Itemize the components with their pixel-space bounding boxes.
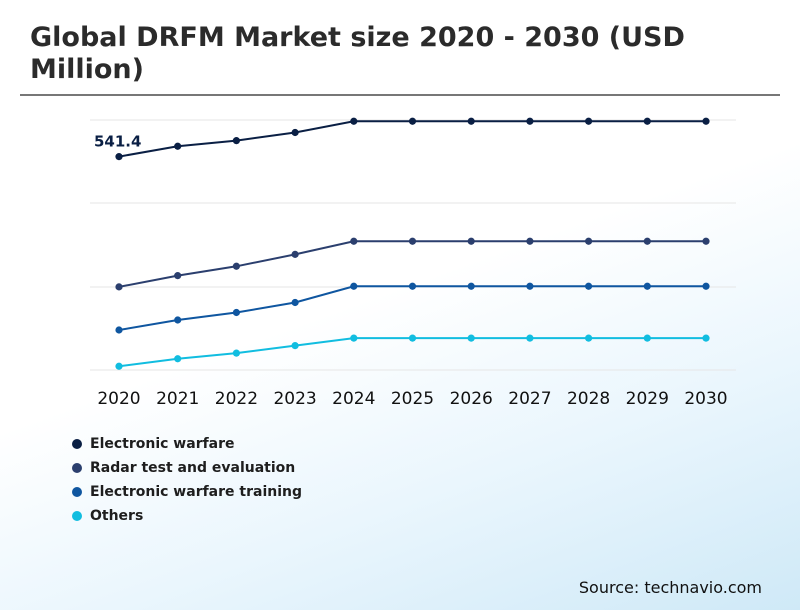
- data-point-3-1: [174, 355, 182, 363]
- x-tick-label-5: 2025: [391, 389, 434, 409]
- x-tick-label-9: 2029: [626, 389, 669, 409]
- legend: Electronic warfare Radar test and evaluat…: [72, 432, 302, 528]
- data-point-1-6: [467, 237, 475, 245]
- legend-item-3: Others: [72, 504, 302, 528]
- legend-item-1: Radar test and evaluation: [72, 456, 302, 480]
- data-point-2-2: [232, 308, 240, 317]
- data-point-1-1: [174, 272, 182, 280]
- x-axis-ticks: 2020 2021 2022 2023 2024 2025 2026 2027 2028 2029…: [97, 389, 727, 409]
- legend-item-0: Electronic warfare: [72, 432, 302, 456]
- data-point-1-0: [115, 283, 123, 291]
- data-point-2-1: [174, 316, 182, 324]
- series-line-3: [118, 337, 706, 368]
- data-point-2-0: [115, 326, 123, 334]
- x-tick-label-6: 2026: [450, 389, 493, 409]
- data-labels: 541.4: [94, 133, 141, 151]
- x-tick-label-0: 2020: [97, 389, 140, 409]
- data-point-3-2: [232, 349, 240, 357]
- legend-marker-2: [72, 487, 82, 497]
- data-point-1-7: [526, 237, 534, 245]
- data-point-1-5: [408, 237, 417, 245]
- data-point-2-5: [408, 282, 417, 290]
- data-point-0-5: [408, 117, 417, 125]
- title-divider: [20, 94, 780, 96]
- data-point-0-4: [350, 117, 358, 125]
- legend-marker-1: [72, 463, 82, 473]
- data-point-3-9: [643, 334, 651, 342]
- data-point-3-3: [291, 342, 299, 350]
- series-line-2: [118, 285, 706, 331]
- data-point-3-8: [585, 334, 593, 342]
- chart-title: Global DRFM Market size 2020 - 2030 (USD…: [30, 22, 685, 85]
- x-tick-label-3: 2023: [273, 389, 316, 409]
- data-point-3-6: [467, 334, 475, 342]
- series-points: [115, 117, 710, 370]
- x-tick-label-8: 2028: [567, 389, 610, 409]
- data-point-0-8: [585, 117, 593, 125]
- data-point-1-2: [232, 262, 240, 270]
- x-tick-label-4: 2024: [332, 389, 375, 409]
- data-point-0-6: [467, 117, 475, 125]
- data-point-0-2: [232, 137, 240, 145]
- data-point-0-10: [702, 117, 710, 125]
- legend-marker-3: [72, 511, 82, 521]
- data-point-2-7: [526, 282, 534, 290]
- data-point-3-10: [702, 334, 710, 342]
- x-tick-label-7: 2027: [508, 389, 551, 409]
- data-point-3-0: [115, 362, 123, 370]
- legend-label-0: Electronic warfare: [90, 436, 235, 452]
- data-point-1-3: [291, 250, 299, 258]
- data-point-2-4: [350, 282, 358, 290]
- legend-label-1: Radar test and evaluation: [90, 460, 296, 476]
- x-tick-label-1: 2021: [156, 389, 199, 409]
- series-line-0: [118, 120, 706, 158]
- x-tick-label-2: 2022: [215, 389, 258, 409]
- legend-marker-0: [72, 439, 82, 449]
- data-point-1-4: [350, 237, 358, 245]
- series-line-1: [118, 240, 706, 288]
- data-point-0-9: [643, 117, 651, 125]
- line-chart: 541.4 2020 2021 2022 2023 2024 2025 2026 2027 20…: [90, 117, 736, 409]
- data-point-2-3: [291, 298, 299, 307]
- data-point-2-9: [643, 282, 651, 290]
- legend-label-2: Electronic warfare training: [90, 484, 303, 500]
- data-point-0-3: [291, 128, 299, 137]
- data-point-2-8: [585, 282, 593, 290]
- data-point-0-0: [115, 153, 123, 161]
- data-point-0-1: [174, 142, 182, 150]
- data-point-1-9: [643, 237, 651, 245]
- data-point-1-8: [585, 237, 593, 245]
- data-point-3-4: [350, 334, 358, 342]
- gridlines: [90, 119, 736, 371]
- data-point-1-10: [702, 237, 710, 245]
- data-point-3-5: [408, 334, 417, 342]
- legend-item-2: Electronic warfare training: [72, 480, 302, 504]
- legend-label-3: Others: [90, 508, 144, 524]
- data-point-0-7: [526, 117, 534, 125]
- source-note: Source: technavio.com: [578, 578, 762, 597]
- data-point-2-10: [702, 282, 710, 290]
- data-point-3-7: [526, 334, 534, 342]
- data-label-0: 541.4: [94, 133, 141, 151]
- data-point-2-6: [467, 282, 475, 290]
- x-tick-label-10: 2030: [684, 389, 727, 409]
